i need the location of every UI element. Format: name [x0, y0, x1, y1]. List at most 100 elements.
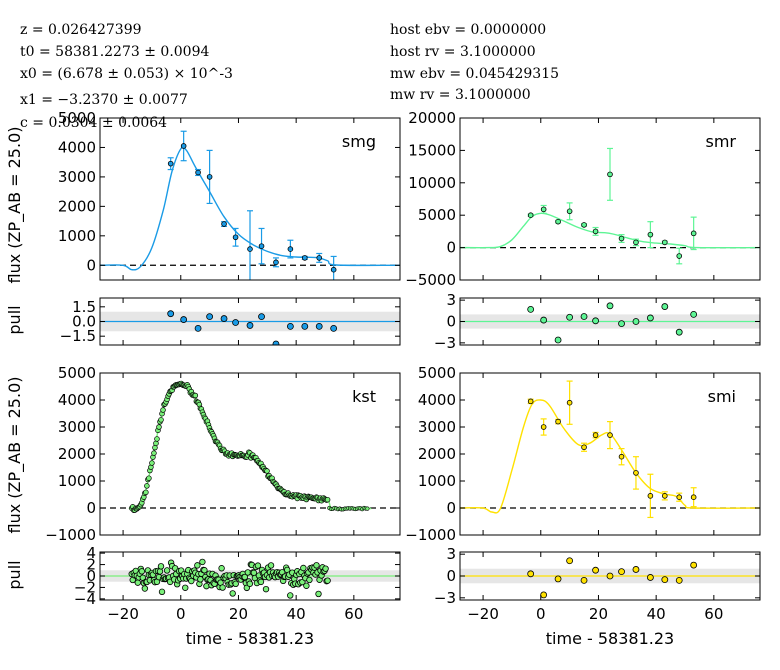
smi-pull-area	[460, 557, 760, 599]
xlabel-right: time - 58381.23	[546, 629, 674, 648]
smr-pull-ytick-label-1: 0	[446, 313, 456, 331]
kst-band-label: kst	[352, 387, 376, 406]
smr-pull-point-3	[566, 313, 574, 321]
smg-point-3	[206, 174, 213, 180]
kst-pull-point-100	[229, 590, 236, 597]
kst-main-ytick-label-5: 4000	[58, 391, 96, 409]
smi-main-ytick-label-3: 2000	[418, 445, 456, 463]
smg-pull-point-9	[286, 322, 294, 330]
kst-pull-xtick-label-1: 0	[176, 605, 186, 623]
smi-point-0	[527, 398, 534, 405]
kst-pull-ytick-label-3: 2	[86, 556, 96, 574]
smg-pull-point-6	[246, 322, 254, 329]
smg-point-12	[330, 266, 337, 273]
smi-pull-point-11	[675, 576, 683, 584]
kst-pull-point-157	[287, 592, 294, 599]
kst-pull-point-183	[313, 562, 320, 569]
smi-point-5	[592, 432, 599, 438]
kst-pull-xtick-label-2: 20	[229, 605, 248, 623]
kst-point-14	[143, 489, 149, 496]
smr-pull-point-11	[675, 328, 683, 336]
kst-pull-point-192	[322, 565, 329, 572]
kst-point-31	[160, 407, 166, 413]
kst-pull-ytick-label-0: −4	[74, 590, 96, 608]
smg-pull-point-1	[180, 316, 188, 323]
smr-point-12	[690, 230, 697, 237]
kst-main-ytick-label-1: 0	[86, 499, 96, 517]
smr-pull-point-6	[606, 302, 614, 310]
smi-main-ytick-label-5: 4000	[418, 391, 456, 409]
smg-main-ytick-label-2: 2000	[58, 197, 96, 215]
smi-pull-ytick-label-0: −3	[434, 589, 456, 607]
smr-point-0	[527, 212, 534, 219]
kst-pull-point-13	[141, 585, 149, 592]
smr-main-frame	[459, 117, 761, 281]
smg-pull-point-11	[315, 322, 323, 330]
smr-model-curve	[460, 212, 760, 249]
kst-pull-point-173	[303, 582, 310, 589]
kst-pull-ytick-label-2: 0	[86, 567, 96, 585]
kst-point-17	[146, 475, 152, 481]
smg-point-8	[273, 259, 279, 266]
smi-pull-point-7	[618, 568, 625, 576]
smi-point-12	[690, 494, 697, 501]
smg-pull-point-5	[232, 319, 239, 326]
smr-point-1	[540, 206, 547, 213]
smg-plot-area	[100, 130, 400, 280]
smr-point-8	[633, 239, 639, 246]
smr-point-7	[618, 235, 625, 242]
kst-pull-point-133	[262, 585, 270, 593]
kst-pull-point-170	[300, 564, 307, 572]
pull-ylabel-top: pull	[5, 305, 24, 334]
smg-point-6	[247, 246, 253, 252]
kst-point-24	[153, 440, 159, 447]
flux-ylabel-bottom: flux (ZP_AB = 25.0)	[5, 377, 25, 534]
kst-pull-point-70	[199, 558, 206, 566]
panel-smi: −1000 0 1000 2000 3000 4000 5000 smi −20 0 20 40 60 −…	[405, 364, 761, 623]
kst-pull-area	[100, 558, 400, 599]
smr-point-11	[676, 253, 683, 259]
smr-pull-point-0	[527, 305, 535, 313]
smi-pull-xtick-label-0: −20	[467, 605, 499, 623]
kst-main-ytick-label-3: 2000	[58, 445, 96, 463]
smg-pull-ytick-label-2: 1.5	[72, 298, 96, 316]
smi-pull-point-1	[540, 591, 548, 599]
smr-main-ytick-label-5: 20000	[408, 109, 456, 127]
smr-pull-point-8	[632, 318, 640, 325]
smr-pull-point-9	[646, 314, 654, 322]
panel-smr: −5000 0 5000 10000 15000 20000 smr −3 0 3	[405, 109, 761, 352]
smg-model-curve	[100, 146, 400, 271]
kst-pull-ytick-label-1: −2	[74, 578, 96, 596]
smi-point-6	[607, 432, 613, 438]
smg-pull-point-4	[220, 315, 228, 322]
smi-point-9	[647, 493, 654, 499]
info-host-ebv: host ebv = 0.0000000	[390, 22, 546, 38]
flux-ylabel-top: flux (ZP_AB = 25.0)	[5, 127, 25, 284]
smg-main-frame	[99, 117, 401, 281]
smr-pull-point-1	[540, 316, 548, 324]
smr-main-ytick-label-0: −5000	[405, 271, 456, 289]
smr-pull-point-4	[580, 313, 588, 320]
info-t0: t0 = 58381.2273 ± 0.0094	[20, 44, 209, 60]
smg-point-2	[195, 169, 201, 176]
smg-point-1	[180, 143, 187, 149]
smr-point-9	[647, 231, 654, 238]
smg-pull-area	[100, 310, 400, 345]
smi-pull-point-3	[566, 557, 574, 565]
kst-pull-point-90	[219, 584, 226, 591]
kst-main-ytick-label-6: 5000	[58, 364, 96, 382]
kst-point-20	[149, 460, 155, 466]
smg-main-ytick-label-1: 1000	[58, 227, 96, 245]
kst-pull-point-35	[163, 567, 171, 574]
smg-point-10	[302, 255, 308, 261]
smg-pull-ytick-label-0: −1.5	[60, 327, 96, 345]
kst-pull-point-176	[306, 576, 313, 584]
smr-pull-point-7	[618, 320, 625, 328]
smi-point-3	[566, 399, 573, 406]
smg-pull-point-10	[301, 322, 309, 330]
kst-pull-xtick-label-4: 60	[344, 605, 363, 623]
kst-pull-point-89	[218, 565, 225, 572]
smr-band-label: smr	[706, 132, 737, 151]
info-x1: x1 = −3.2370 ± 0.0077	[20, 92, 188, 108]
kst-pull-point-59	[188, 577, 195, 585]
